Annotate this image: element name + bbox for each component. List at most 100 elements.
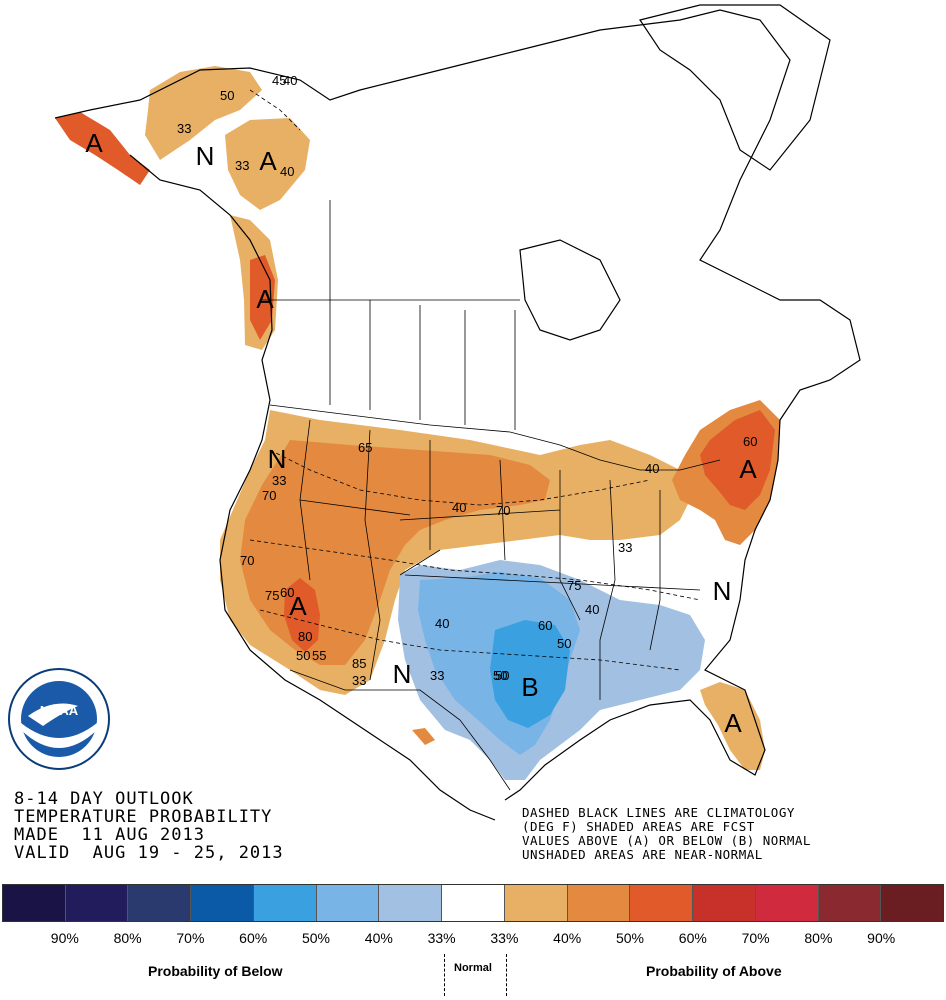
legend-label: 40% bbox=[553, 930, 582, 946]
map-marker-a: A bbox=[256, 284, 274, 314]
contour-value: 33 bbox=[618, 540, 632, 555]
legend-swatch bbox=[128, 885, 192, 921]
map-marker-n: N bbox=[196, 141, 215, 171]
contour-value: 40 bbox=[280, 164, 294, 179]
outlook-title: 8-14 DAY OUTLOOK bbox=[14, 789, 194, 809]
contour-value: 50 bbox=[493, 668, 507, 683]
us-state-lines bbox=[299, 419, 701, 700]
alaska-west-above bbox=[55, 112, 150, 185]
contour-value: 33 bbox=[272, 473, 286, 488]
legend-label: 70% bbox=[741, 930, 770, 946]
note-line: UNSHADED AREAS ARE NEAR-NORMAL bbox=[522, 847, 763, 862]
baja-above bbox=[412, 728, 435, 745]
contour-value: 40 bbox=[645, 461, 659, 476]
contour-value: 55 bbox=[312, 648, 326, 663]
probability-legend-bar bbox=[2, 884, 944, 922]
legend-swatch bbox=[253, 885, 317, 921]
florida-above bbox=[700, 682, 765, 770]
legend-label: 70% bbox=[176, 930, 205, 946]
northeast-above-50 bbox=[700, 410, 775, 510]
map-marker-a: A bbox=[739, 454, 757, 484]
climatology-contours bbox=[249, 89, 701, 671]
legend-swatch bbox=[442, 885, 505, 921]
us-mexico-border bbox=[289, 669, 511, 791]
legend-label: 90% bbox=[50, 930, 79, 946]
contour-value: 75 bbox=[265, 588, 279, 603]
us-canada-border bbox=[269, 404, 721, 471]
map-marker-a: A bbox=[724, 708, 742, 738]
contour-value: 40 bbox=[283, 73, 297, 88]
legend-swatch bbox=[3, 885, 66, 921]
alaska-above-region bbox=[145, 66, 262, 160]
contour-value: 60 bbox=[743, 434, 757, 449]
contour-value: 70 bbox=[496, 503, 510, 518]
map-marker-n: N bbox=[393, 659, 412, 689]
map-marker-b: B bbox=[521, 672, 538, 702]
contour-value: 50 bbox=[220, 88, 234, 103]
legend-swatch bbox=[693, 885, 756, 921]
legend-label: 60% bbox=[239, 930, 268, 946]
map-marker-a: A bbox=[259, 146, 277, 176]
legend-label: 90% bbox=[867, 930, 896, 946]
map-marker-a: A bbox=[85, 128, 103, 158]
legend-swatch bbox=[567, 885, 631, 921]
legend-label: 50% bbox=[615, 930, 645, 946]
below-normal-regions bbox=[398, 560, 705, 780]
noaa-logo: NOAA bbox=[8, 668, 110, 770]
legend-swatch bbox=[379, 885, 443, 921]
outlook-subtitle: TEMPERATURE PROBABILITY bbox=[14, 807, 273, 827]
contour-value: 70 bbox=[262, 488, 276, 503]
north-america-outline bbox=[54, 9, 861, 801]
contour-value: 50 bbox=[557, 636, 571, 651]
contour-line bbox=[269, 449, 651, 506]
map-marker-a: A bbox=[289, 591, 307, 621]
contour-value: 45 bbox=[272, 73, 286, 88]
legend-label: 60% bbox=[678, 930, 707, 946]
map-markers: A N A A N A A N N B A bbox=[85, 128, 757, 738]
legend-swatch bbox=[818, 885, 882, 921]
contour-value: 80 bbox=[298, 629, 312, 644]
contour-value: 33 bbox=[235, 158, 249, 173]
state-borders bbox=[260, 200, 721, 791]
normal-label: Normal bbox=[454, 962, 492, 974]
legend-swatch bbox=[881, 885, 944, 921]
legend-swatch bbox=[191, 885, 254, 921]
outlook-made-date: MADE 11 AUG 2013 bbox=[14, 825, 205, 845]
contour-value: 33 bbox=[352, 673, 366, 688]
contour-line bbox=[259, 609, 681, 671]
probability-below-label: Probability of Below bbox=[148, 963, 283, 979]
hudson-bay-outline bbox=[519, 239, 621, 341]
west-coast-outline bbox=[129, 154, 496, 821]
canada-province-lines bbox=[260, 200, 520, 430]
legend-label: 33% bbox=[490, 930, 519, 946]
legend-swatch bbox=[630, 885, 694, 921]
above-normal-regions bbox=[55, 66, 780, 770]
normal-divider-left bbox=[444, 954, 445, 996]
probability-legend-labels: 90% 80% 70% 60% 50% 40% 33% 33% 40% 50% 60% 70% 80% 9… bbox=[0, 930, 946, 948]
probability-above-label: Probability of Above bbox=[646, 963, 782, 979]
legend-swatch bbox=[316, 885, 380, 921]
greenland-outline bbox=[639, 4, 831, 171]
southwest-above-50 bbox=[284, 578, 320, 652]
legend-swatch bbox=[504, 885, 568, 921]
contour-value: 33 bbox=[430, 668, 444, 683]
legend-swatch bbox=[755, 885, 819, 921]
legend-swatch bbox=[65, 885, 129, 921]
contour-value: 85 bbox=[352, 656, 366, 671]
legend-label: 40% bbox=[364, 930, 393, 946]
contour-value: 50 bbox=[495, 668, 509, 683]
map-marker-n: N bbox=[713, 576, 732, 606]
contour-value: 70 bbox=[240, 553, 254, 568]
southern-plains-below-50 bbox=[490, 620, 570, 728]
noaa-logo-text: NOAA bbox=[40, 703, 79, 718]
note-line: (DEG F) SHADED AREAS ARE FCST bbox=[522, 819, 755, 834]
contour-value: 33 bbox=[177, 121, 191, 136]
contour-value: 40 bbox=[585, 602, 599, 617]
legend-label: 33% bbox=[427, 930, 456, 946]
outlook-valid-dates: VALID AUG 19 - 25, 2013 bbox=[14, 843, 284, 863]
contour-value: 60 bbox=[280, 585, 294, 600]
contour-value: 40 bbox=[452, 500, 466, 515]
normal-divider-right bbox=[506, 954, 507, 996]
map-marker-n: N bbox=[268, 444, 287, 474]
